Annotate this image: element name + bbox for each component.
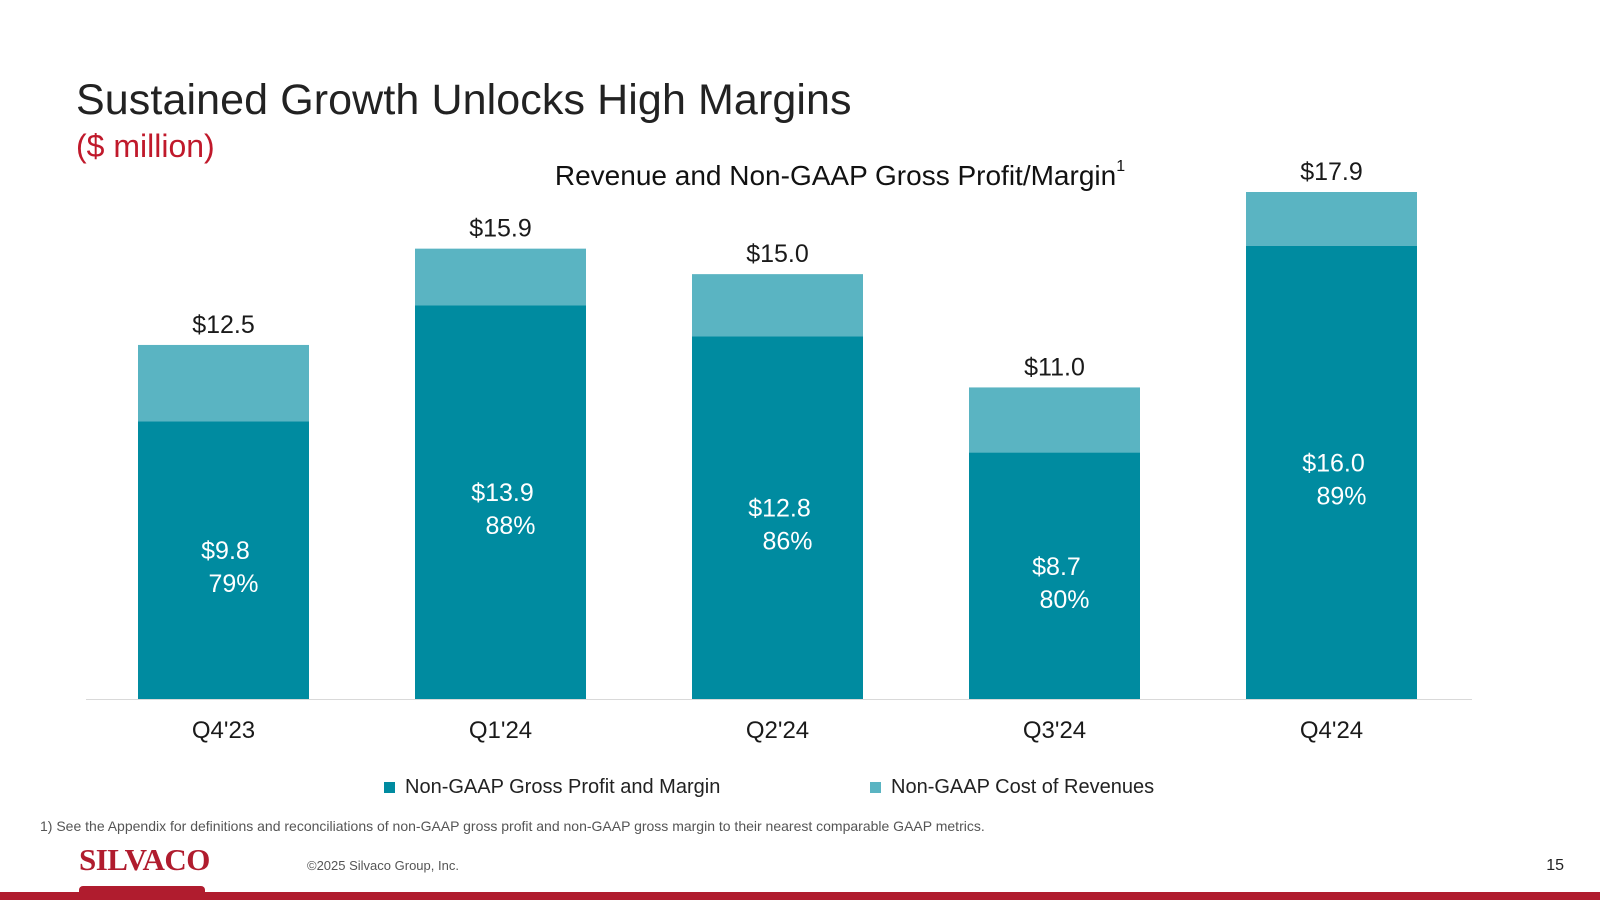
chart-title-text: Revenue and Non-GAAP Gross Profit/Margin (554, 160, 1117, 191)
page-number: 15 (1546, 857, 1564, 874)
gross-margin-label: 88% (485, 512, 535, 540)
bar-cost-of-revenues (969, 387, 1140, 453)
gross-margin-label: 89% (1316, 482, 1366, 510)
gross-margin-label: 79% (208, 570, 258, 598)
legend-item-gross-profit: Non-GAAP Gross Profit and Margin (384, 776, 720, 799)
total-revenue-label: $11.0 (1024, 353, 1085, 381)
gross-profit-value-label: $13.9 (471, 479, 534, 507)
copyright-text: ©2025 Silvaco Group, Inc. (307, 858, 459, 873)
stacked-bar-chart: $12.5 $9.8 79% Q4'23 $15.9 $13.9 88% Q1'24 $15.0… (86, 158, 1472, 744)
legend-swatch-cost-of-revenues (870, 782, 881, 793)
gross-profit-value-label: $12.8 (748, 495, 811, 523)
gross-margin-label: 80% (1039, 586, 1089, 614)
legend-label-cost-of-revenues: Non-GAAP Cost of Revenues (891, 776, 1155, 798)
silvaco-logo: SILVACO (79, 842, 210, 877)
bar-cost-of-revenues (415, 248, 586, 306)
bar-cost-of-revenues (138, 344, 309, 422)
gross-profit-value-label: $9.8 (201, 537, 250, 565)
legend-item-cost-of-revenues: Non-GAAP Cost of Revenues (870, 776, 1154, 799)
bar-gross-profit (1246, 245, 1417, 699)
x-tick-label: Q3'24 (1023, 717, 1086, 744)
logo-accent-tab (79, 886, 205, 892)
gross-margin-label: 86% (762, 528, 812, 556)
gross-profit-value-label: $16.0 (1302, 449, 1365, 477)
gross-profit-value-label: $8.7 (1032, 553, 1081, 581)
bar-gross-profit (692, 336, 863, 699)
x-tick-label: Q1'24 (469, 717, 532, 744)
bar-gross-profit (415, 305, 586, 699)
x-tick-label: Q2'24 (746, 717, 809, 744)
total-revenue-label: $12.5 (192, 311, 255, 339)
legend-label-gross-profit: Non-GAAP Gross Profit and Margin (405, 776, 721, 798)
total-revenue-label: $15.9 (469, 215, 532, 243)
page-subtitle: ($ million) (76, 128, 215, 164)
bar-gross-profit (138, 421, 309, 699)
legend-swatch-gross-profit (384, 782, 395, 793)
chart-title-footnote-mark: 1 (1116, 157, 1126, 175)
bar-cost-of-revenues (692, 274, 863, 337)
bar-gross-profit (969, 452, 1140, 699)
bar-cost-of-revenues (1246, 192, 1417, 246)
page-title: Sustained Growth Unlocks High Margins (76, 76, 852, 124)
chart-title: Revenue and Non-GAAP Gross Profit/Margin… (0, 157, 1600, 192)
bottom-accent-bar (0, 892, 1600, 900)
footnote: 1) See the Appendix for definitions and … (40, 818, 985, 834)
total-revenue-label: $17.9 (1300, 158, 1363, 186)
x-tick-label: Q4'23 (192, 717, 255, 744)
x-tick-label: Q4'24 (1300, 717, 1363, 744)
total-revenue-label: $15.0 (746, 240, 809, 268)
